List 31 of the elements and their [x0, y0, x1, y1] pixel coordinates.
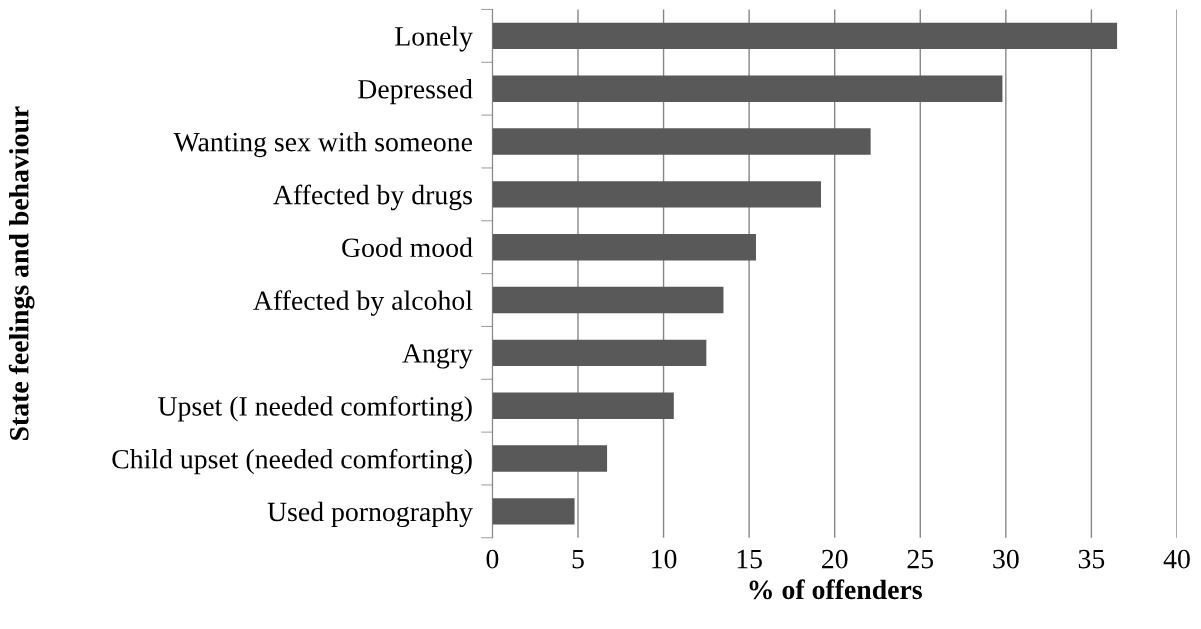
x-tick-label: 40 [1163, 549, 1190, 569]
x-tick-label: 25 [907, 549, 934, 569]
y-tick-label: Child upset (needed comforting) [112, 448, 472, 475]
y-tick-label: Wanting sex with someone [173, 131, 472, 158]
y-tick-label: Affected by alcohol [253, 290, 473, 316]
bar [492, 22, 1118, 50]
bar [492, 498, 575, 525]
bar [492, 286, 724, 314]
y-tick-label: Angry [402, 344, 473, 369]
bar [492, 339, 707, 367]
x-tick-label: 10 [652, 549, 677, 569]
y-tick-label: Good mood [342, 237, 473, 258]
y-tick-label: Lonely [395, 26, 473, 52]
bar [492, 128, 871, 155]
y-tick-label: Depressed [358, 79, 473, 105]
bar [492, 392, 674, 419]
x-tick-label: 15 [737, 549, 762, 569]
y-tick-label: Affected by drugs [273, 184, 472, 211]
x-tick-label: 20 [822, 549, 848, 569]
x-axis-title: % of offenders [749, 579, 922, 600]
y-tick-label: Upset (I needed comforting) [158, 395, 472, 422]
y-tick-label: Used pornography [267, 501, 473, 528]
bar [492, 75, 1003, 102]
x-tick-label: 35 [1078, 549, 1105, 569]
x-tick-label: 30 [993, 549, 1019, 569]
y-axis-title: State feelings and behaviour [8, 106, 35, 440]
bar [492, 233, 756, 261]
x-tick-label: 5 [572, 549, 584, 569]
x-tick-label: 0 [486, 549, 499, 569]
bar [492, 181, 821, 208]
bar [492, 445, 608, 472]
